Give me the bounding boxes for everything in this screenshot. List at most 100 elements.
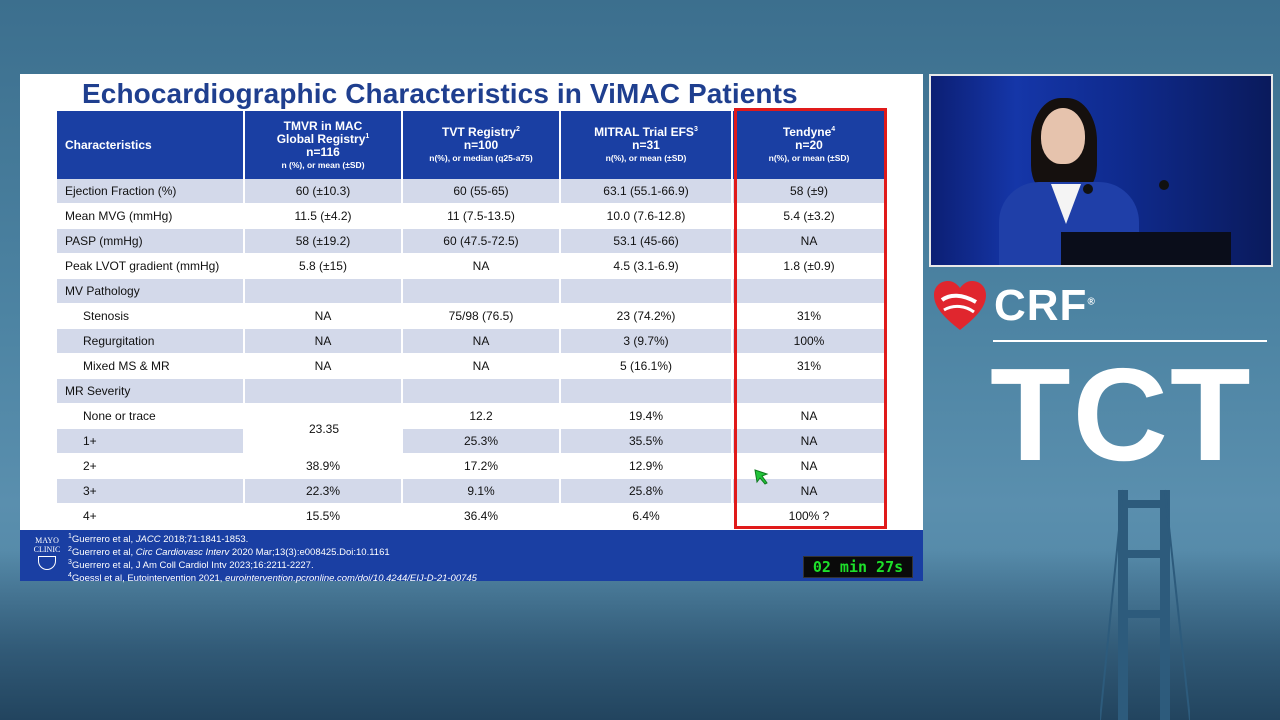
table-cell: NA — [733, 404, 885, 429]
header-tvt-registry: TVT Registry2 n=100 n(%), or median (q25… — [403, 111, 561, 179]
countdown-timer: 02 min 27s — [803, 556, 913, 578]
row-label: Mean MVG (mmHg) — [57, 204, 245, 229]
table-cell: 19.4% — [561, 404, 733, 429]
table-cell: 63.1 (55.1-66.9) — [561, 179, 733, 204]
table-body: Ejection Fraction (%) 60 (±10.3) 60 (55-65… — [57, 179, 885, 529]
row-label: Ejection Fraction (%) — [57, 179, 245, 204]
heart-icon — [934, 281, 986, 330]
table-cell — [733, 379, 885, 404]
table-cell: 6.4% — [561, 504, 733, 529]
table-row: Ejection Fraction (%) 60 (±10.3) 60 (55-65… — [57, 179, 885, 204]
table-cell: 31% — [733, 354, 885, 379]
table-cell: 15.5% — [245, 504, 403, 529]
table-cell: NA — [245, 354, 403, 379]
table-cell: 22.3% — [245, 479, 403, 504]
table-cell: 100% — [733, 329, 885, 354]
table-cell: 38.9% — [245, 454, 403, 479]
table-cell: 36.4% — [403, 504, 561, 529]
table-cell — [733, 279, 885, 304]
table-cell: 58 (±19.2) — [245, 229, 403, 254]
table-cell: 12.2 — [403, 404, 561, 429]
presentation-slide: Echocardiographic Characteristics in ViM… — [20, 74, 923, 584]
table-cell: NA — [245, 304, 403, 329]
shield-icon — [38, 556, 56, 570]
table-cell: 1.8 (±0.9) — [733, 254, 885, 279]
row-label: Regurgitation — [57, 329, 245, 354]
row-label: 4+ — [57, 504, 245, 529]
header-characteristics: Characteristics — [57, 111, 245, 179]
table-cell: NA — [733, 479, 885, 504]
table-cell: NA — [403, 254, 561, 279]
row-label: None or trace — [57, 404, 245, 429]
table-cell: 25.3% — [403, 429, 561, 454]
tct-logo-text: TCT — [990, 341, 1253, 488]
table-row: Mean MVG (mmHg) 11.5 (±4.2) 11 (7.5-13.5) 1… — [57, 204, 885, 229]
table-cell: 5.8 (±15) — [245, 254, 403, 279]
table-cell: 5.4 (±3.2) — [733, 204, 885, 229]
crf-logo: CRF® — [932, 280, 1096, 332]
speaker-video — [929, 74, 1273, 267]
row-label: MV Pathology — [57, 279, 245, 304]
table-row: MV Pathology — [57, 279, 885, 304]
table-row: Stenosis NA 75/98 (76.5) 23 (74.2%) 31% — [57, 304, 885, 329]
row-label: Peak LVOT gradient (mmHg) — [57, 254, 245, 279]
table-cell: 5 (16.1%) — [561, 354, 733, 379]
table-cell: 53.1 (45-66) — [561, 229, 733, 254]
podium — [1061, 232, 1231, 265]
table-cell: 11.5 (±4.2) — [245, 204, 403, 229]
table-cell: 35.5% — [561, 429, 733, 454]
header-mitral-trial: MITRAL Trial EFS3 n=31 n(%), or mean (±S… — [561, 111, 733, 179]
slide-title: Echocardiographic Characteristics in ViM… — [82, 78, 798, 109]
table-cell: 31% — [733, 304, 885, 329]
table-cell — [403, 379, 561, 404]
reference-line: 3Guerrero et al, J Am Coll Cardiol Intv … — [68, 558, 314, 571]
table-row: Mixed MS & MR NA NA 5 (16.1%) 31% — [57, 354, 885, 379]
table-row: Peak LVOT gradient (mmHg) 5.8 (±15) NA 4.5 … — [57, 254, 885, 279]
table-cell: 12.9% — [561, 454, 733, 479]
row-label: 2+ — [57, 454, 245, 479]
table-cell: 75/98 (76.5) — [403, 304, 561, 329]
table-row: MR Severity — [57, 379, 885, 404]
table-cell: 60 (55-65) — [403, 179, 561, 204]
table-cell: 3 (9.7%) — [561, 329, 733, 354]
header-tmvr-mac: TMVR in MAC Global Registry1 n=116 n (%)… — [245, 111, 403, 179]
table-cell: 60 (±10.3) — [245, 179, 403, 204]
cursor-arrow-icon — [754, 469, 769, 485]
table-cell: 25.8% — [561, 479, 733, 504]
microphone-icon — [1083, 184, 1093, 194]
mayo-clinic-logo: MAYO CLINIC — [28, 536, 66, 576]
row-label: Mixed MS & MR — [57, 354, 245, 379]
microphone-icon — [1159, 180, 1169, 190]
row-label: 1+ — [57, 429, 245, 454]
row-label: PASP (mmHg) — [57, 229, 245, 254]
merged-cell: 23.35 — [245, 404, 403, 454]
table-row: 3+ 22.3% 9.1% 25.8% NA — [57, 479, 885, 504]
table-cell: NA — [403, 329, 561, 354]
table-cell: 60 (47.5-72.5) — [403, 229, 561, 254]
data-table: Characteristics TMVR in MAC Global Regis… — [57, 111, 885, 529]
table-cell: 17.2% — [403, 454, 561, 479]
header-tendyne: Tendyne4 n=20 n(%), or mean (±SD) — [733, 111, 885, 179]
table-cell — [561, 279, 733, 304]
table-row: Regurgitation NA NA 3 (9.7%) 100% — [57, 329, 885, 354]
table-cell — [561, 379, 733, 404]
reference-line: 2Guerrero et al, Circ Cardiovasc Interv … — [68, 545, 390, 558]
table-cell: NA — [245, 329, 403, 354]
reference-line: 4Goessl et al, Eutointervention 2021, eu… — [68, 571, 477, 584]
table-cell — [245, 279, 403, 304]
row-label: 3+ — [57, 479, 245, 504]
brand-divider — [993, 340, 1267, 342]
table-cell — [403, 279, 561, 304]
table-cell — [245, 379, 403, 404]
table-row: 4+ 15.5% 36.4% 6.4% 100% ? — [57, 504, 885, 529]
references-list: 1Guerrero et al, JACC 2018;71:1841-1853.… — [68, 533, 477, 585]
golden-gate-tower-graphic — [1100, 489, 1190, 720]
row-label: MR Severity — [57, 379, 245, 404]
reference-line: 1Guerrero et al, JACC 2018;71:1841-1853. — [68, 532, 249, 545]
table-cell: NA — [733, 229, 885, 254]
references-footer: MAYO CLINIC 1Guerrero et al, JACC 2018;7… — [20, 530, 923, 584]
table-cell: 10.0 (7.6-12.8) — [561, 204, 733, 229]
table-cell: 100% ? — [733, 504, 885, 529]
tendyne-highlight-box — [734, 108, 887, 529]
table-cell: 4.5 (3.1-6.9) — [561, 254, 733, 279]
